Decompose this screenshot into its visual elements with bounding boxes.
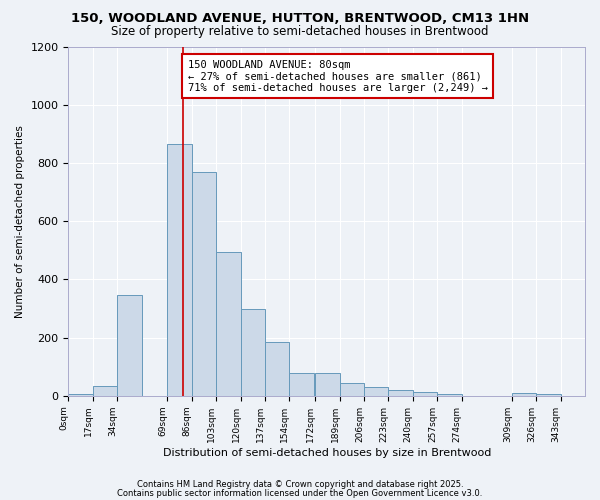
Bar xyxy=(437,394,461,396)
Text: Contains HM Land Registry data © Crown copyright and database right 2025.: Contains HM Land Registry data © Crown c… xyxy=(137,480,463,489)
Bar xyxy=(117,296,142,396)
Bar xyxy=(216,252,241,396)
X-axis label: Distribution of semi-detached houses by size in Brentwood: Distribution of semi-detached houses by … xyxy=(163,448,491,458)
Bar xyxy=(192,172,216,396)
Text: Size of property relative to semi-detached houses in Brentwood: Size of property relative to semi-detach… xyxy=(111,25,489,38)
Bar xyxy=(68,394,93,396)
Bar xyxy=(364,387,388,396)
Bar xyxy=(167,144,192,396)
Bar xyxy=(388,390,413,396)
Text: 150, WOODLAND AVENUE, HUTTON, BRENTWOOD, CM13 1HN: 150, WOODLAND AVENUE, HUTTON, BRENTWOOD,… xyxy=(71,12,529,26)
Bar xyxy=(340,382,364,396)
Text: Contains public sector information licensed under the Open Government Licence v3: Contains public sector information licen… xyxy=(118,488,482,498)
Bar xyxy=(536,394,560,396)
Bar xyxy=(315,372,340,396)
Text: 150 WOODLAND AVENUE: 80sqm
← 27% of semi-detached houses are smaller (861)
71% o: 150 WOODLAND AVENUE: 80sqm ← 27% of semi… xyxy=(188,60,488,93)
Bar xyxy=(241,308,265,396)
Y-axis label: Number of semi-detached properties: Number of semi-detached properties xyxy=(15,124,25,318)
Bar xyxy=(512,393,536,396)
Bar xyxy=(413,392,437,396)
Bar xyxy=(93,386,117,396)
Bar xyxy=(289,372,314,396)
Bar xyxy=(265,342,289,396)
